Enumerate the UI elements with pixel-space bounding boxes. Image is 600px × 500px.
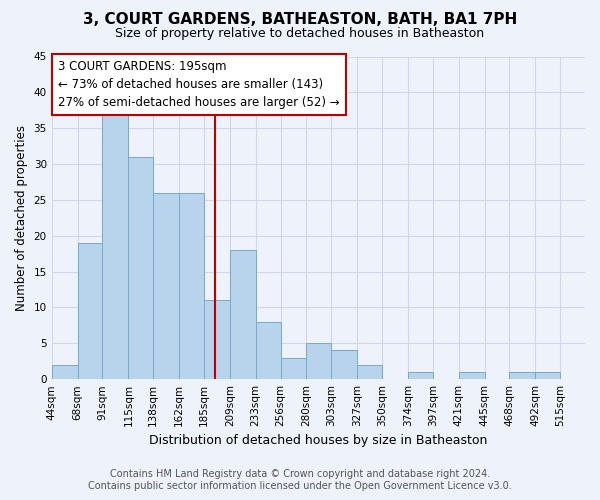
Text: 3, COURT GARDENS, BATHEASTON, BATH, BA1 7PH: 3, COURT GARDENS, BATHEASTON, BATH, BA1 … — [83, 12, 517, 28]
Bar — [52, 365, 77, 379]
Bar — [103, 114, 128, 379]
Bar — [256, 322, 281, 379]
Bar — [204, 300, 230, 379]
Bar — [179, 192, 204, 379]
Bar — [408, 372, 433, 379]
Bar — [281, 358, 307, 379]
Text: Contains HM Land Registry data © Crown copyright and database right 2024.
Contai: Contains HM Land Registry data © Crown c… — [88, 470, 512, 491]
Bar — [77, 243, 103, 379]
Bar — [230, 250, 256, 379]
Text: 3 COURT GARDENS: 195sqm
← 73% of detached houses are smaller (143)
27% of semi-d: 3 COURT GARDENS: 195sqm ← 73% of detache… — [58, 60, 340, 109]
Bar — [128, 157, 153, 379]
Bar — [153, 192, 179, 379]
Bar — [357, 365, 382, 379]
Y-axis label: Number of detached properties: Number of detached properties — [15, 125, 28, 311]
Bar — [509, 372, 535, 379]
Bar — [331, 350, 357, 379]
Bar — [307, 344, 331, 379]
Text: Size of property relative to detached houses in Batheaston: Size of property relative to detached ho… — [115, 28, 485, 40]
Bar — [535, 372, 560, 379]
Bar — [458, 372, 485, 379]
X-axis label: Distribution of detached houses by size in Batheaston: Distribution of detached houses by size … — [149, 434, 488, 448]
